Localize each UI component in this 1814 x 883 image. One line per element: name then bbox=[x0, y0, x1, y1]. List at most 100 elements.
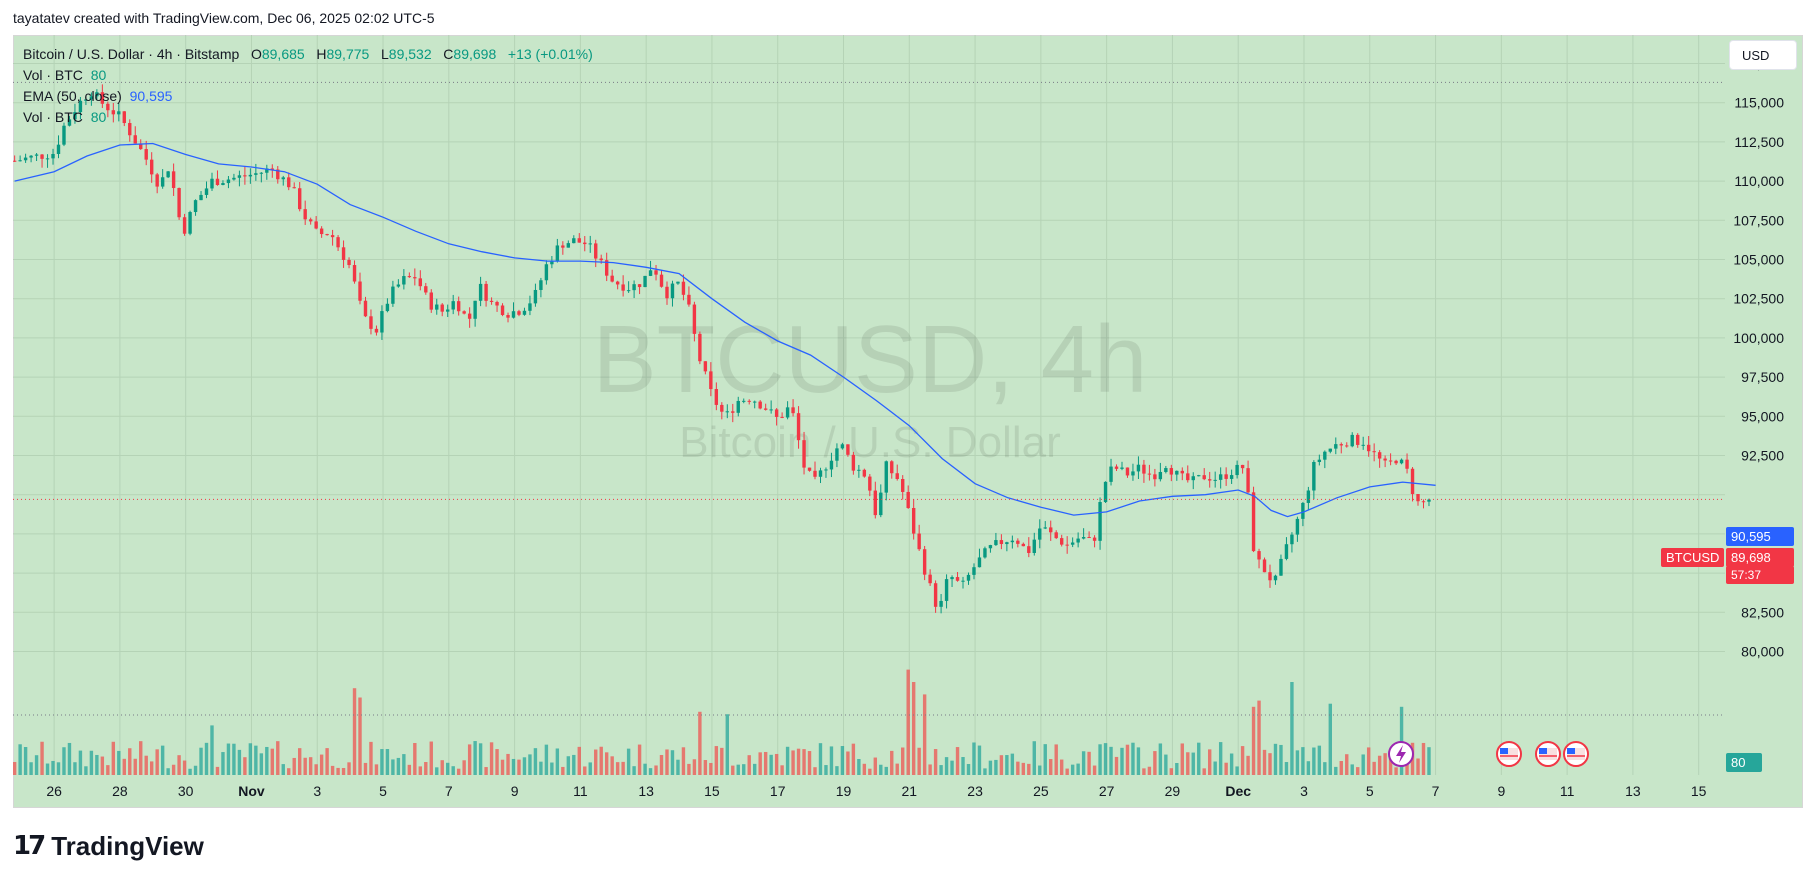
candle-body bbox=[243, 175, 247, 177]
volume-bar bbox=[709, 762, 713, 775]
volume-bar bbox=[890, 750, 894, 775]
candle-body bbox=[961, 580, 965, 582]
volume-bar bbox=[1328, 703, 1333, 775]
volume-bar bbox=[171, 764, 176, 775]
volume-bar bbox=[928, 764, 932, 775]
candle-body bbox=[906, 491, 910, 508]
candle-body bbox=[462, 311, 466, 314]
us-flag-event-icon[interactable] bbox=[1535, 741, 1561, 767]
volume-bar bbox=[62, 747, 66, 775]
candle-body bbox=[873, 490, 878, 516]
volume-bar bbox=[1087, 751, 1091, 775]
candle-body bbox=[791, 407, 795, 414]
time-tick-label: 27 bbox=[1099, 783, 1115, 799]
volume-bar bbox=[774, 753, 779, 775]
volume-bar bbox=[681, 747, 686, 775]
volume-bar bbox=[215, 766, 220, 775]
candle-body bbox=[287, 177, 291, 188]
volume-bar bbox=[128, 748, 132, 775]
change-value: +13 (+0.01%) bbox=[507, 46, 593, 62]
volume-bar bbox=[325, 748, 329, 775]
candle-body bbox=[319, 228, 324, 235]
candle-body bbox=[1240, 464, 1245, 469]
tradingview-logo[interactable]: 17 TradingView bbox=[13, 828, 204, 864]
volume-bar bbox=[78, 750, 83, 775]
volume-bar bbox=[56, 762, 61, 775]
volume-legend[interactable]: Vol · BTC 80 bbox=[23, 67, 106, 83]
candle-body bbox=[1257, 551, 1261, 560]
candle-body bbox=[210, 178, 214, 189]
lightning-event-icon[interactable] bbox=[1388, 741, 1414, 767]
symbol-legend[interactable]: Bitcoin / U.S. Dollar · 4h · Bitstamp O8… bbox=[23, 46, 593, 62]
volume-bar bbox=[1065, 768, 1069, 775]
us-flag-event-icon[interactable] bbox=[1563, 741, 1589, 767]
candle-body bbox=[89, 96, 94, 100]
volume-bar bbox=[95, 754, 99, 775]
candle-body bbox=[182, 217, 187, 234]
volume-legend-secondary[interactable]: Vol · BTC 80 bbox=[23, 109, 106, 125]
volume-bar bbox=[1114, 756, 1119, 775]
volume-bar bbox=[478, 743, 483, 775]
volume-bar bbox=[1416, 758, 1420, 775]
volume-bar bbox=[917, 747, 921, 775]
volume-bar bbox=[906, 669, 910, 775]
candle-body bbox=[308, 219, 313, 222]
ema-label: EMA (50, close) bbox=[23, 88, 122, 104]
volume-bar bbox=[747, 755, 751, 775]
candles bbox=[13, 84, 1431, 614]
candle-body bbox=[1290, 534, 1294, 545]
candle-body bbox=[747, 400, 751, 402]
candle-body bbox=[1301, 502, 1305, 519]
currency-button[interactable]: USD bbox=[1729, 40, 1797, 70]
open-label: O bbox=[250, 46, 262, 62]
candle-body bbox=[424, 286, 428, 293]
volume-bar bbox=[111, 741, 116, 775]
candle-body bbox=[594, 243, 598, 259]
candle-body bbox=[1235, 464, 1239, 476]
ema-legend[interactable]: EMA (50, close) 90,595 bbox=[23, 88, 172, 104]
time-tick-label: 15 bbox=[1691, 783, 1707, 799]
volume-bar bbox=[1383, 753, 1387, 775]
volume-bar bbox=[1059, 759, 1064, 775]
volume-bar bbox=[1175, 763, 1179, 775]
candle-body bbox=[149, 159, 154, 175]
volume-bar bbox=[868, 768, 872, 775]
candle-body bbox=[802, 440, 806, 468]
volume-bar bbox=[106, 765, 110, 775]
candle-body bbox=[1169, 468, 1174, 475]
candle-body bbox=[122, 111, 126, 124]
volume-bar bbox=[944, 757, 949, 775]
volume-bar bbox=[988, 760, 993, 775]
us-flag-event-icon[interactable] bbox=[1496, 741, 1522, 767]
volume-bar bbox=[188, 768, 192, 775]
candle-body bbox=[1197, 475, 1201, 477]
volume-bar bbox=[374, 764, 379, 775]
volume-bar bbox=[385, 749, 390, 775]
candle-body bbox=[298, 188, 302, 210]
volume-bar bbox=[424, 762, 428, 775]
candle-body bbox=[922, 549, 927, 575]
candle-body bbox=[1383, 458, 1387, 461]
volume-bar bbox=[1240, 746, 1245, 775]
candle-body bbox=[1147, 473, 1152, 475]
candle-body bbox=[1103, 481, 1108, 503]
volume-bar bbox=[901, 747, 905, 775]
volume-bar bbox=[1164, 754, 1168, 775]
volume-bar bbox=[29, 762, 33, 775]
volume-bar bbox=[1202, 768, 1206, 775]
volume-value: 80 bbox=[90, 109, 107, 125]
candle-body bbox=[495, 301, 499, 306]
volume-bar bbox=[34, 755, 39, 775]
volume-bar bbox=[1005, 755, 1009, 775]
price-chart[interactable]: BTCUSD, 4h Bitcoin / U.S. Dollar 80,000 8… bbox=[13, 35, 1803, 808]
bar-countdown-tag: 57:37 bbox=[1726, 566, 1794, 584]
volume-bar bbox=[676, 759, 680, 775]
volume-bar bbox=[1016, 761, 1020, 775]
volume-bar bbox=[1197, 742, 1201, 775]
candle-body bbox=[478, 283, 483, 301]
volume-bar bbox=[1180, 743, 1184, 775]
candle-body bbox=[1345, 445, 1349, 447]
volume-bar bbox=[308, 757, 313, 775]
candle-body bbox=[577, 238, 581, 243]
candle-body bbox=[506, 315, 510, 318]
